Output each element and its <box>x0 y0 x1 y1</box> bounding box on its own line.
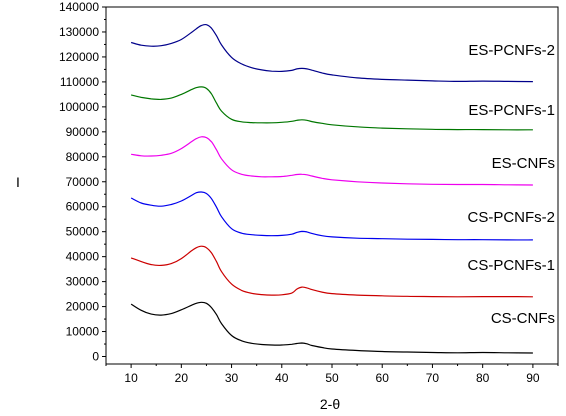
y-tick-label: 140000 <box>59 0 99 14</box>
series-label: ES-CNFs <box>492 155 555 172</box>
y-tick-label: 20000 <box>66 300 100 314</box>
y-tick-label: 40000 <box>66 250 100 264</box>
y-tick-label: 130000 <box>59 25 99 39</box>
y-tick-label: 90000 <box>66 125 100 139</box>
series-line <box>130 86 533 131</box>
y-tick-label: 100000 <box>59 100 99 114</box>
x-axis-title: 2-θ <box>320 396 340 412</box>
x-axis-ticks: 10 20 30 40 50 60 70 80 90 <box>105 364 559 385</box>
x-tick-label: 10 <box>124 371 138 385</box>
series-line <box>130 245 533 298</box>
x-tick-label: 90 <box>526 371 540 385</box>
series-label: CS-CNFs <box>491 310 555 327</box>
y-tick-label: 10000 <box>66 325 100 339</box>
series-lines <box>130 23 533 354</box>
series-label: CS-PCNFs-1 <box>467 257 555 274</box>
y-axis-title: I <box>16 174 20 190</box>
x-tick-label: 30 <box>225 371 239 385</box>
y-tick-label: 120000 <box>59 50 99 64</box>
y-tick-label: 50000 <box>66 225 100 239</box>
y-axis-ticks: 0 10000 20000 30000 40000 50000 60000 70000 8000… <box>59 0 106 364</box>
x-tick-label: 80 <box>476 371 490 385</box>
series-line <box>130 301 533 354</box>
series-line <box>130 23 533 83</box>
series-label: ES-PCNFs-2 <box>468 42 555 59</box>
y-tick-label: 110000 <box>60 75 99 89</box>
x-tick-label: 50 <box>325 371 339 385</box>
y-tick-label: 0 <box>92 350 99 364</box>
x-tick-label: 70 <box>426 371 440 385</box>
x-tick-label: 60 <box>376 371 390 385</box>
y-tick-label: 30000 <box>66 275 100 289</box>
y-tick-label: 80000 <box>66 150 100 164</box>
series-label: ES-PCNFs-1 <box>468 102 555 119</box>
series-line <box>131 136 533 186</box>
series-line <box>130 191 533 241</box>
x-tick-label: 20 <box>175 371 189 385</box>
y-tick-label: 70000 <box>66 175 100 189</box>
x-tick-label: 40 <box>275 371 289 385</box>
series-labels: ES-PCNFs-2 ES-PCNFs-1 ES-CNFs CS-PCNFs-2 CS-… <box>467 42 555 327</box>
series-label: CS-PCNFs-2 <box>467 209 555 226</box>
y-tick-label: 60000 <box>66 200 100 214</box>
